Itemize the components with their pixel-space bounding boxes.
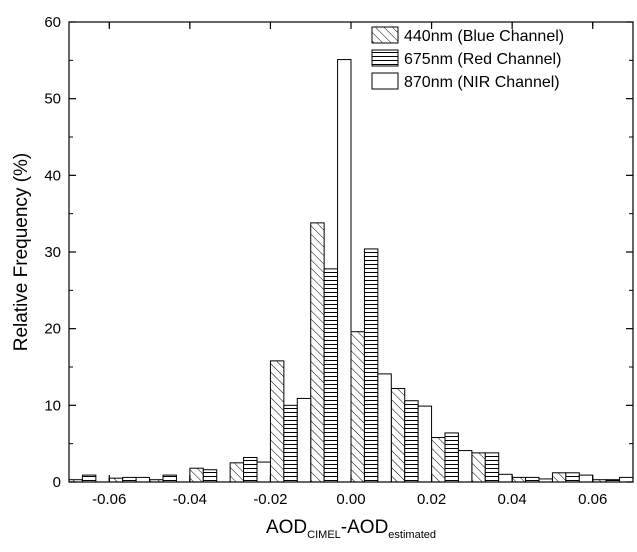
axes-layer: -0.06 -0.04 -0.02 0.00 0.02 0.04 0.06 0 10 20 30 40… (44, 14, 633, 508)
x-axis-label-main: AOD (266, 517, 307, 538)
bar-none-7 (377, 373, 392, 483)
bar-diagonal-8 (390, 387, 406, 483)
bar-none-9 (457, 450, 473, 483)
y-tick-label: 60 (44, 14, 61, 31)
bar-none-4 (256, 461, 271, 483)
x-axis-label: AODCIMEL-AODestimated (266, 517, 436, 541)
bar-none-6 (337, 59, 352, 483)
y-tick-label: 30 (44, 244, 61, 261)
bars-layer (68, 59, 634, 483)
x-tick-label: 0.04 (498, 491, 527, 508)
legend-swatch-horizontal (371, 49, 399, 67)
bar-none-10 (498, 473, 513, 483)
x-tick-label: 0.02 (417, 491, 446, 508)
x-tick-label: -0.06 (92, 491, 126, 508)
bar-horizontal-10 (484, 452, 500, 483)
x-tick-label: -0.02 (253, 491, 287, 508)
bar-horizontal-8 (404, 400, 419, 483)
bar-horizontal-1 (122, 476, 137, 483)
legend: 440nm (Blue Channel) 675nm (Red Channel) 8… (371, 26, 564, 91)
y-axis-label: Relative Frequency (%) (11, 153, 32, 352)
bar-diagonal-7 (350, 331, 365, 483)
bar-horizontal-0 (81, 474, 97, 483)
y-tick-label: 20 (44, 321, 61, 338)
bar-diagonal-3 (189, 467, 204, 483)
y-tick-label: 40 (44, 167, 61, 184)
bar-none-12 (578, 474, 594, 483)
bar-none-8 (417, 405, 433, 483)
x-tick-label: -0.04 (173, 491, 207, 508)
legend-label: 440nm (Blue Channel) (404, 28, 564, 45)
legend-swatch-none (371, 72, 399, 90)
y-tick-label: 50 (44, 91, 61, 108)
bar-horizontal-9 (444, 432, 459, 483)
bar-diagonal-6 (310, 222, 325, 483)
bar-horizontal-4 (243, 456, 258, 483)
bar-diagonal-12 (551, 472, 567, 483)
y-tick-label: 0 (53, 474, 61, 491)
bar-horizontal-12 (565, 472, 580, 483)
bar-horizontal-6 (323, 268, 339, 483)
bar-horizontal-2 (162, 474, 177, 483)
x-axis-label-sub1: CIMEL (307, 529, 341, 541)
bar-none-5 (296, 397, 312, 483)
bar-horizontal-5 (283, 404, 298, 483)
bar-diagonal-11 (511, 476, 527, 483)
legend-label: 675nm (Red Channel) (404, 51, 561, 68)
x-tick-label: 0.00 (336, 491, 365, 508)
legend-label: 870nm (NIR Channel) (404, 74, 560, 91)
bar-none-1 (135, 476, 151, 483)
bar-diagonal-4 (229, 462, 245, 483)
x-tick-label: 0.06 (578, 491, 607, 508)
bar-diagonal-9 (431, 437, 446, 483)
bar-none-13 (619, 476, 634, 483)
bar-horizontal-11 (525, 476, 540, 483)
bar-diagonal-10 (471, 452, 486, 483)
bar-horizontal-3 (202, 469, 218, 483)
bar-diagonal-5 (269, 360, 285, 483)
bar-horizontal-7 (363, 248, 379, 483)
legend-swatch-diagonal (371, 26, 399, 44)
y-tick-label: 10 (44, 397, 61, 414)
x-axis-label-sub2: estimated (388, 529, 436, 541)
x-axis-label-mid: -AOD (341, 517, 389, 538)
